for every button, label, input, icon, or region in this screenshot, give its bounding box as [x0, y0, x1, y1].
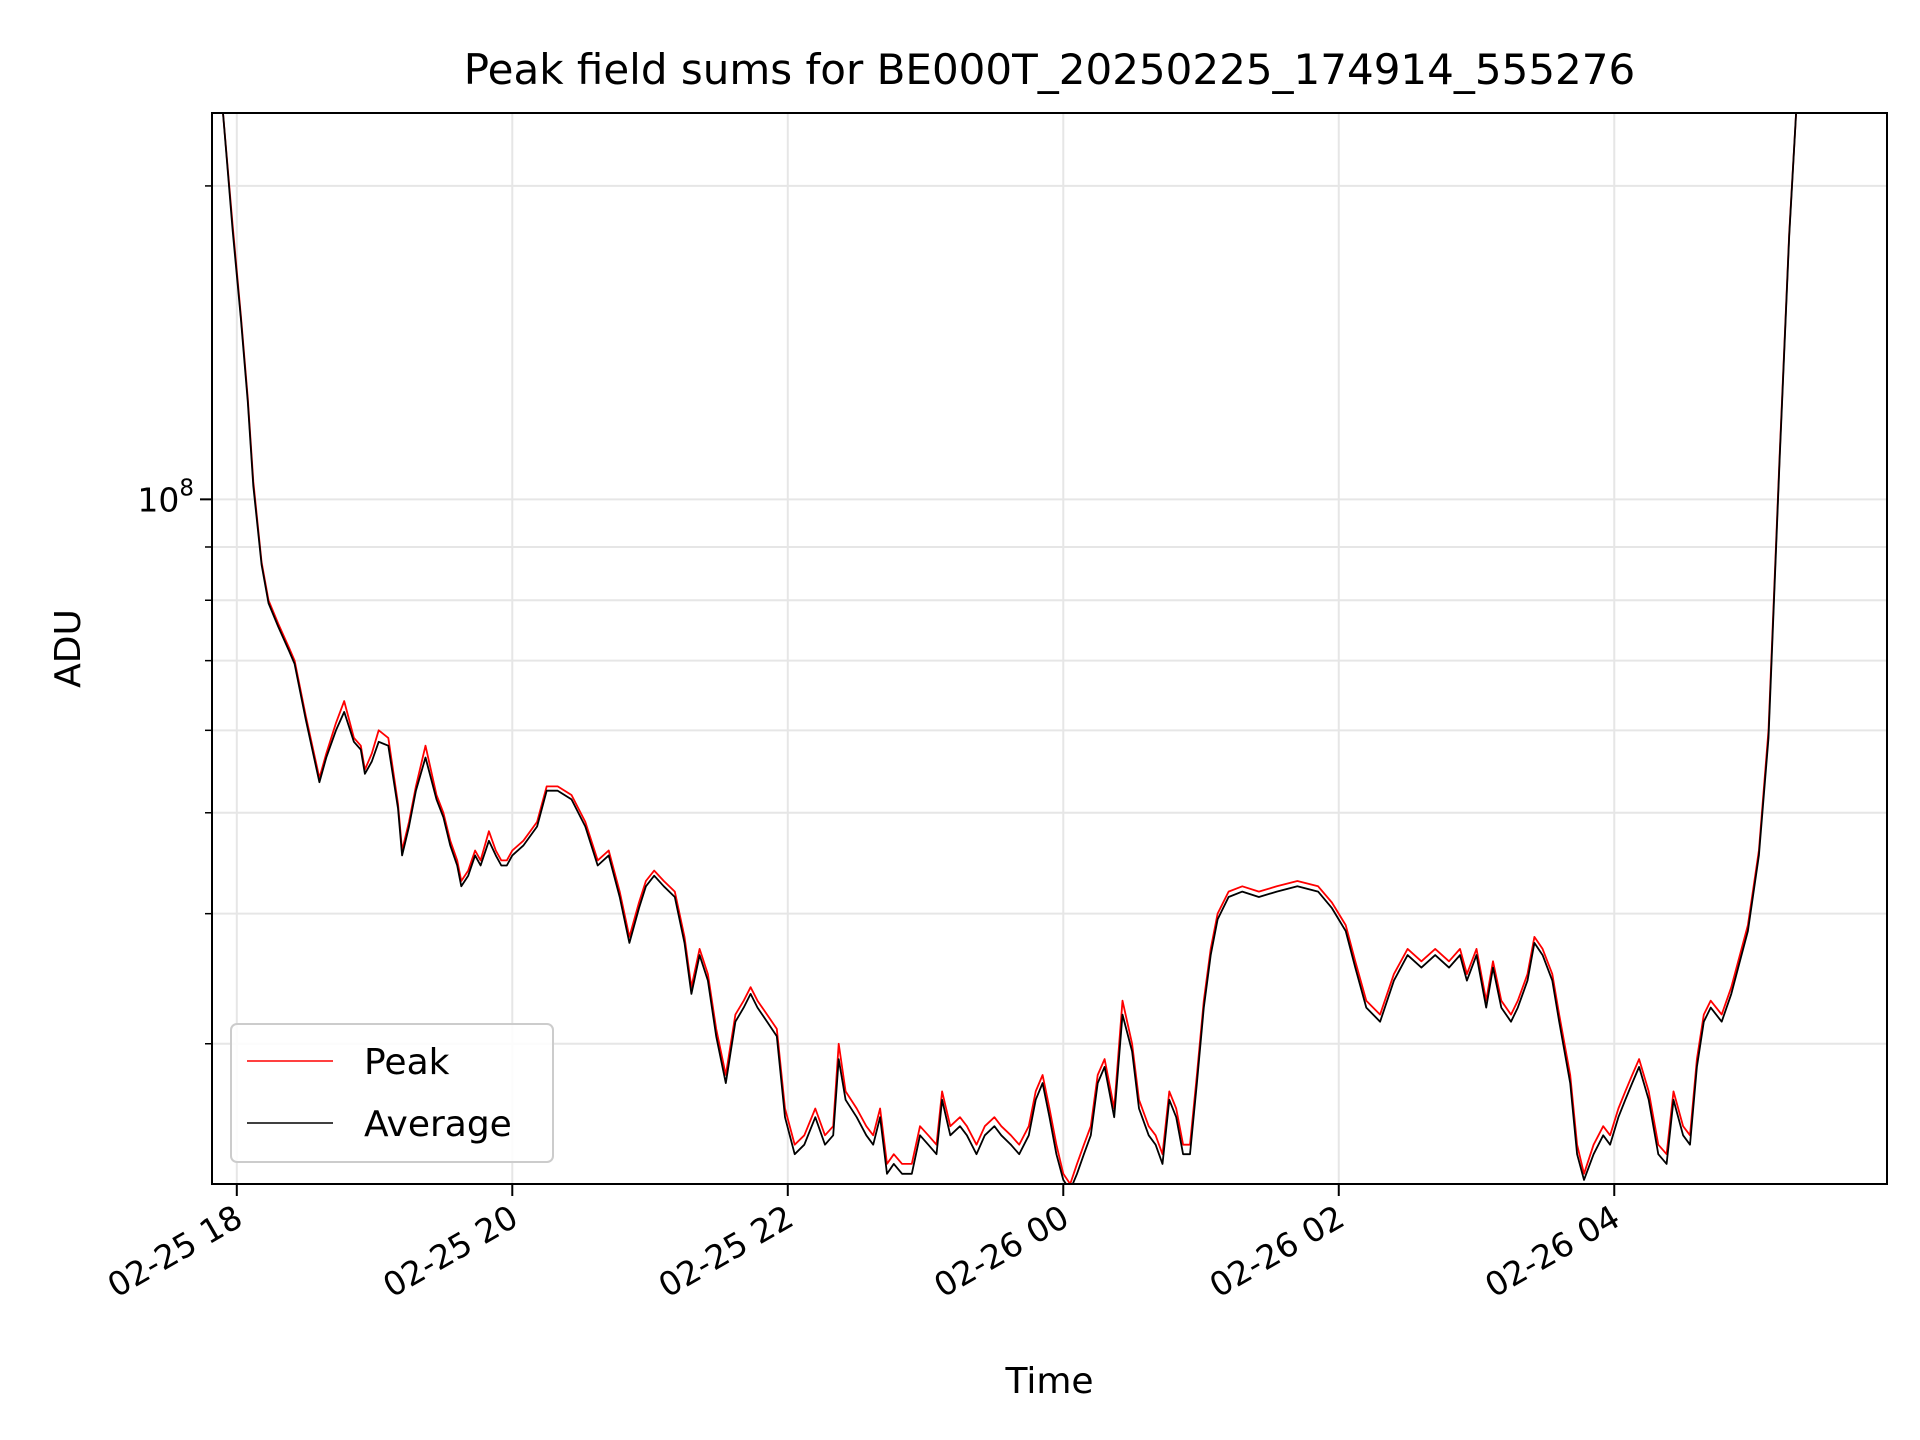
legend-label-peak: Peak	[364, 1042, 450, 1083]
grid	[212, 113, 1887, 1184]
series-lines	[212, 113, 1797, 1184]
series-line-peak	[212, 113, 1797, 1184]
x-axis-label: Time	[1004, 1361, 1093, 1402]
series-line-average	[212, 113, 1797, 1184]
y-tick-label: 108	[137, 475, 194, 519]
legend-box	[230, 1023, 554, 1163]
legend: Peak Average	[230, 1023, 554, 1163]
plot-frame	[211, 112, 1888, 1185]
y-axis-label: ADU	[48, 609, 89, 688]
legend-label-average: Average	[364, 1104, 512, 1145]
chart-title: Peak field sums for BE000T_20250225_1749…	[464, 45, 1635, 94]
